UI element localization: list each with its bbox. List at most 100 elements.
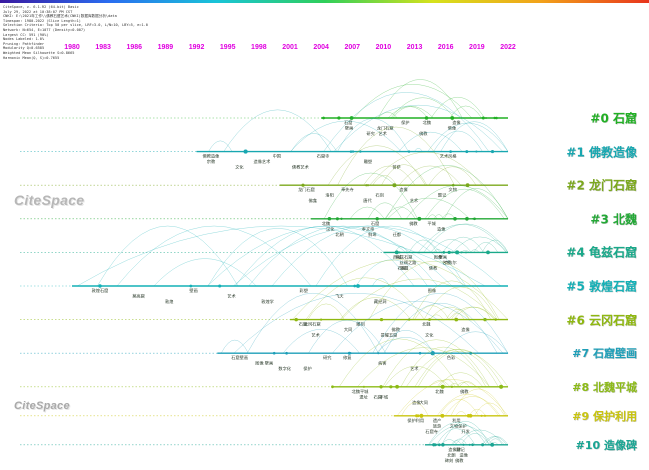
keyword-term: 文化 — [425, 332, 434, 339]
citation-link-arc — [248, 225, 438, 287]
keyword-term: 壁画 — [189, 287, 197, 294]
citation-link-arc — [367, 202, 402, 219]
keyword-term: 艺术 — [311, 332, 320, 339]
citation-link-arc — [439, 399, 479, 416]
citation-link-arc — [372, 278, 390, 287]
timeline-axis: 1980 1983 1986 1989 1992 1995 1998 2001 2004 2007… — [0, 40, 649, 56]
keyword-node — [483, 414, 487, 417]
keyword-term: 云冈石窟 — [304, 321, 321, 328]
keyword-node — [483, 317, 487, 322]
keyword-node — [437, 443, 441, 447]
citation-link-arc — [455, 411, 467, 416]
keyword-term: 西域 — [393, 253, 402, 260]
citation-link-arc — [333, 105, 504, 152]
keyword-node — [327, 217, 332, 221]
citation-link-arc — [353, 84, 472, 119]
keyword-term: 宗教 — [207, 158, 216, 165]
timeline-year-label: 1989 — [157, 44, 174, 51]
citation-link-arc — [441, 213, 456, 219]
keyword-node — [481, 443, 485, 447]
keyword-term: 龟兹石窟 — [396, 253, 413, 260]
citation-link-arc — [428, 424, 493, 445]
keyword-term: 开发 — [461, 428, 470, 435]
citation-link-arc — [445, 308, 470, 320]
citation-link-arc — [414, 305, 450, 320]
keyword-term: 艺术 — [410, 365, 419, 372]
citation-link-arc — [449, 105, 482, 119]
keyword-term: 佛教 — [429, 264, 438, 271]
citation-link-arc — [220, 339, 249, 354]
citation-link-arc — [423, 223, 509, 253]
keyword-node — [398, 251, 401, 254]
keyword-term: 北魏平城 — [352, 388, 370, 395]
citation-link-arc — [357, 347, 490, 387]
keyword-node — [377, 352, 380, 355]
timeline-year-label: 2010 — [375, 44, 392, 51]
keyword-term: 造像 — [460, 451, 469, 458]
citation-link-arc — [456, 382, 470, 387]
keyword-term: 克孜尔 — [444, 259, 457, 266]
citation-link-arc — [384, 206, 416, 219]
citation-link-arc — [414, 349, 504, 387]
citation-link-arc — [450, 388, 507, 416]
timeline-year-label: 1986 — [126, 44, 143, 51]
citation-link-arc — [418, 224, 507, 253]
citation-link-arc — [430, 96, 485, 119]
citation-link-arc — [305, 277, 425, 320]
info-line: Selection Criteria: Top 50 per slice, LR… — [3, 23, 148, 28]
keyword-node — [475, 150, 478, 153]
keyword-term: 遗址 — [359, 393, 368, 400]
citation-link-arc — [76, 225, 486, 287]
citation-link-arc — [470, 249, 480, 253]
keyword-node — [471, 443, 474, 447]
citation-link-arc — [474, 402, 506, 416]
citation-link-arc — [376, 337, 436, 354]
citation-link-arc — [423, 286, 498, 320]
keyword-node — [337, 116, 341, 120]
citation-link-arc — [372, 175, 397, 186]
citation-link-arc — [405, 185, 509, 219]
keyword-term: 石窟寺 — [425, 428, 438, 435]
info-line: Pruning: Pathfinder — [3, 41, 45, 46]
keyword-node — [349, 116, 354, 120]
keyword-node — [331, 385, 334, 389]
citation-link-arc — [453, 306, 495, 320]
keyword-term: 造像碑 — [448, 446, 461, 453]
citation-link-arc — [396, 379, 509, 416]
keyword-node — [356, 284, 360, 288]
citation-link-arc — [234, 225, 415, 287]
citation-link-arc — [383, 302, 498, 354]
keyword-node — [451, 183, 455, 187]
timeline-year-label: 2019 — [469, 44, 485, 51]
keyword-term: 石刻 — [376, 192, 384, 199]
keyword-node — [465, 251, 467, 254]
citation-link-arc — [424, 188, 505, 219]
citation-link-arc — [437, 379, 456, 387]
keyword-term: 佛教艺术 — [292, 164, 310, 171]
keyword-term: 飞天 — [335, 294, 344, 300]
keyword-node — [462, 443, 465, 446]
cluster-label: #2 龙门石窟 — [566, 178, 637, 193]
keyword-term: 佛教造像 — [203, 153, 221, 160]
keyword-node — [430, 351, 435, 356]
keyword-node — [493, 116, 496, 120]
keyword-node — [432, 443, 436, 447]
keyword-node — [407, 150, 411, 153]
keyword-node — [450, 385, 454, 389]
citation-link-arc — [387, 198, 470, 219]
keyword-node — [301, 183, 305, 187]
keyword-term: 艺术 — [227, 293, 236, 300]
citation-link-arc — [427, 214, 438, 219]
citation-link-arc — [448, 383, 461, 387]
info-line: Largest CC: 591 (90%) — [3, 32, 49, 37]
citation-link-arc — [427, 122, 509, 152]
cluster-label: #7 石窟壁画 — [572, 347, 637, 361]
keyword-node — [322, 116, 325, 120]
keyword-node — [419, 413, 424, 418]
keyword-term: 题记 — [438, 192, 447, 199]
citation-link-arc — [355, 259, 428, 287]
keyword-term: 鲜卑 — [368, 231, 376, 238]
citation-link-arc — [430, 239, 472, 253]
citation-link-arc — [448, 306, 496, 320]
